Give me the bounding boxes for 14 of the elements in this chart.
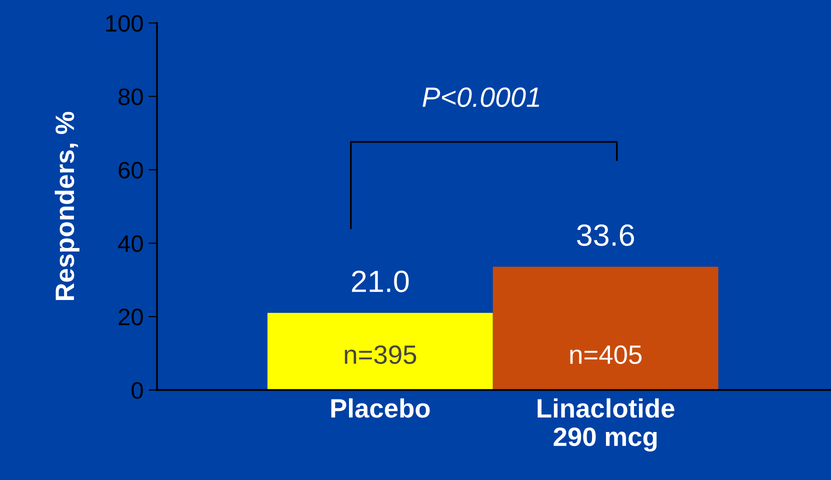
data-label: 33.6 (577, 224, 634, 246)
y-tick-label: 60 (118, 162, 143, 179)
y-tick-label: 40 (118, 235, 143, 252)
annotation: n=395 (344, 345, 416, 364)
y-tick-label: 80 (118, 88, 143, 106)
y-tick-label: 100 (106, 15, 143, 32)
annotation: P<0.0001 (422, 87, 540, 108)
x-tick-label: Linaclotide 290 mcg (538, 398, 674, 452)
data-label: 21.0 (352, 270, 409, 292)
y-tick-label: 20 (118, 308, 143, 326)
annotation: n=405 (570, 345, 642, 364)
y-tick-label: 0 (132, 382, 143, 399)
x-tick-label: Placebo (331, 398, 430, 418)
y-axis-title: Responders, % (54, 112, 80, 300)
